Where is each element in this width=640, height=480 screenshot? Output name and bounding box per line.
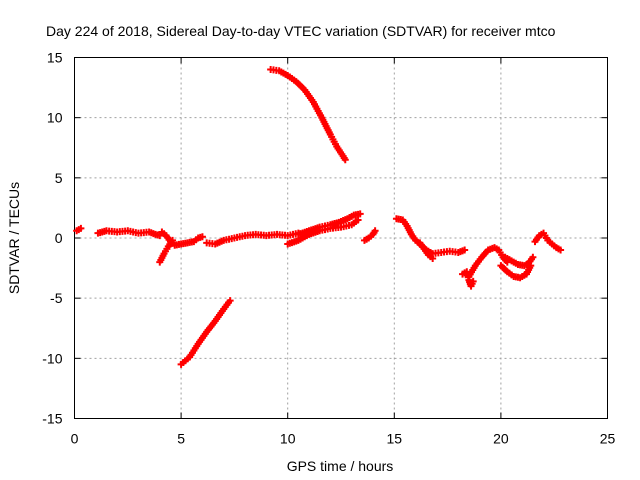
- y-tick-label: 0: [55, 230, 63, 246]
- series-arc-k: [392, 215, 469, 258]
- x-axis-label: GPS time / hours: [287, 458, 394, 474]
- scatter-marks: [392, 215, 469, 258]
- series-arc-o: [497, 262, 535, 282]
- x-tick-label: 5: [177, 431, 185, 447]
- series-arc-e: [177, 297, 234, 368]
- scatter-marks: [501, 253, 537, 270]
- scatter-marks: [531, 229, 565, 254]
- series-arc-g: [267, 66, 349, 164]
- scatter-marks: [203, 229, 302, 248]
- y-axis-label: SDTVAR / TECUs: [6, 182, 22, 294]
- grid-lines: [74, 57, 608, 419]
- y-tick-label: 10: [47, 110, 63, 126]
- series-arc-p: [501, 253, 537, 270]
- scatter-marks: [177, 297, 234, 368]
- series-arc-b: [94, 227, 164, 240]
- scatter-marks: [73, 224, 85, 235]
- data-points: [73, 66, 565, 368]
- scatter-marks: [158, 228, 206, 249]
- series-arc-h: [284, 216, 362, 248]
- x-tick-label: 0: [71, 431, 79, 447]
- y-tick-label: 15: [47, 50, 63, 66]
- scatter-marks: [94, 227, 164, 240]
- scatter-marks: [416, 239, 437, 262]
- x-tick-label: 10: [280, 431, 296, 447]
- series-arc-d: [156, 236, 177, 266]
- scatter-marks: [156, 236, 177, 266]
- chart-title: Day 224 of 2018, Sidereal Day-to-day VTE…: [46, 23, 556, 39]
- scatter-marks: [294, 210, 364, 238]
- series-arc-i: [294, 210, 364, 238]
- scatter-marks: [267, 66, 349, 164]
- scatter-marks: [284, 216, 362, 248]
- series-arc-a: [73, 224, 85, 235]
- series-arc-l: [416, 239, 437, 262]
- scatter-marks: [465, 244, 511, 281]
- series-arc-c: [158, 228, 206, 249]
- y-tick-label: 5: [55, 170, 63, 186]
- scatter-marks: [497, 262, 535, 282]
- x-tick-label: 25: [600, 431, 616, 447]
- x-axis-ticks: 0 5 10 15 20 25: [71, 57, 616, 447]
- y-axis-ticks: -15 -10 -5 0 5 10 15: [42, 50, 608, 427]
- y-tick-label: -15: [42, 411, 62, 427]
- series-arc-q: [531, 229, 565, 254]
- x-tick-label: 20: [493, 431, 509, 447]
- y-tick-label: -10: [42, 350, 62, 366]
- series-arc-n: [465, 244, 511, 281]
- scatter-marks: [360, 227, 379, 244]
- series-arc-f: [203, 229, 302, 248]
- series-arc-j: [360, 227, 379, 244]
- x-tick-label: 15: [387, 431, 403, 447]
- y-tick-label: -5: [50, 290, 63, 306]
